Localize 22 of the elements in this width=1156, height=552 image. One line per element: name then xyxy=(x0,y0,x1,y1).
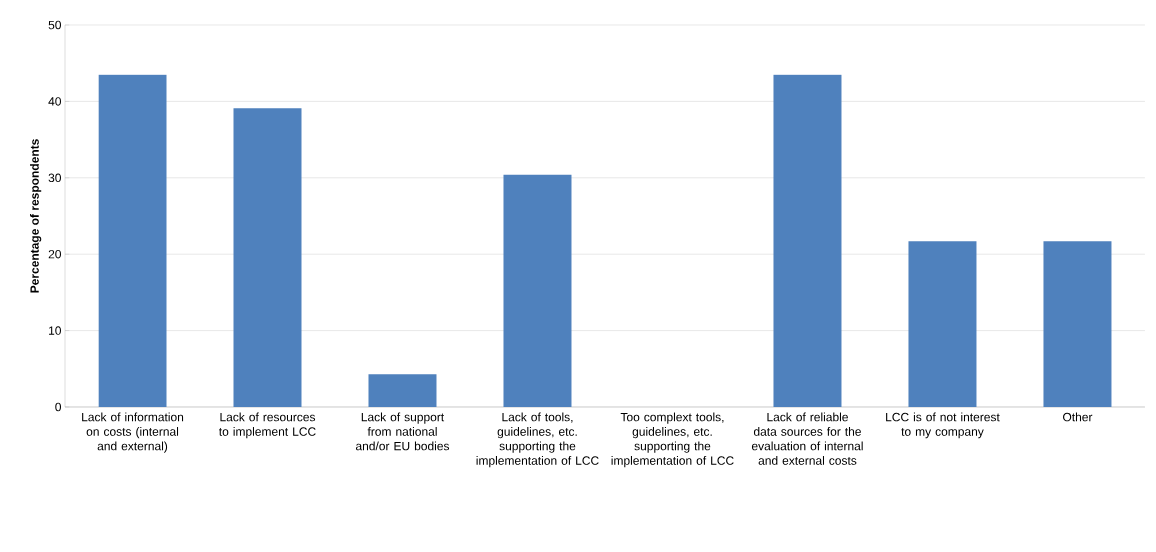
y-tick-label: 10 xyxy=(49,326,62,335)
x-tick-label: Lack of tools, guidelines, etc. supporting the implementation of LCC xyxy=(476,412,599,468)
bar xyxy=(233,108,302,407)
x-tick-label: Lack of resources to implement LCC xyxy=(219,412,316,439)
y-tick-label: 50 xyxy=(48,20,62,30)
y-tick-label: 20 xyxy=(48,249,62,259)
bar xyxy=(908,241,977,407)
x-tick-label: Too complext tools, guidelines, etc. supporting the implementation of LCC xyxy=(611,412,734,468)
y-tick-label: 40 xyxy=(48,97,62,106)
y-tick-label: 30 xyxy=(48,173,62,183)
y-axis-title: Percentage of respondents xyxy=(30,139,42,293)
x-tick-label: Lack of support from national and/or EU bodies xyxy=(355,412,450,451)
bar xyxy=(773,74,842,407)
bar xyxy=(98,74,167,407)
bar xyxy=(368,374,437,407)
bar xyxy=(1043,241,1112,407)
x-tick-label: Other xyxy=(1063,412,1093,422)
x-tick-label: Lack of reliable data sources for the evaluation of internal and external costs xyxy=(751,412,863,465)
x-tick-label: Lack of information on costs (internal and external) xyxy=(82,412,184,453)
bar xyxy=(503,174,572,407)
x-tick-label: LCC is of not interest to my company xyxy=(886,412,1000,439)
y-tick-label: 0 xyxy=(55,402,62,412)
